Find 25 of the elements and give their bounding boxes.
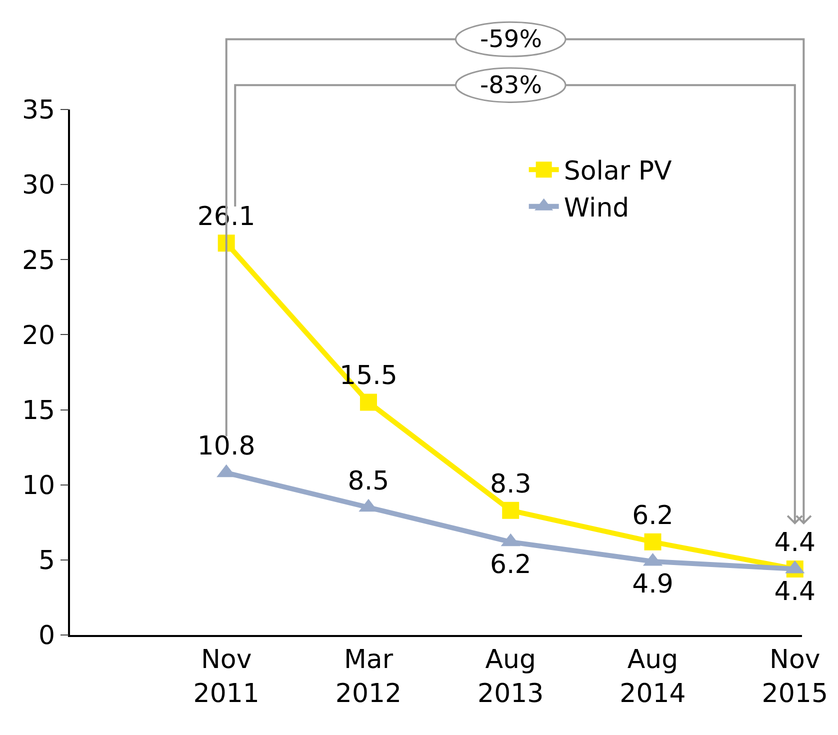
legend-label: Wind	[564, 194, 630, 224]
text: -59%	[480, 25, 542, 53]
y-tick-label: 20	[22, 320, 56, 351]
data-label: 10.8	[197, 432, 256, 462]
data-label: 4.9	[632, 570, 674, 600]
data-label: 6.2	[490, 550, 532, 580]
y-tick-label: 30	[22, 170, 56, 201]
data-label: 8.3	[490, 469, 532, 500]
data-label: 6.2	[632, 500, 674, 531]
data-label: 4.4	[774, 577, 816, 608]
x-tick-label: Aug 2014	[620, 644, 686, 709]
text: -83%	[480, 71, 542, 99]
x-tick-label: Nov 2015	[762, 644, 828, 709]
y-tick-label: 5	[38, 546, 56, 576]
y-tick-label: 25	[22, 246, 56, 276]
x-tick-label: Aug 2013	[478, 644, 544, 709]
y-tick-label: 15	[22, 396, 56, 426]
data-label: 4.4	[774, 528, 816, 558]
y-tick-label: 0	[38, 621, 56, 652]
y-tick-label: 35	[22, 96, 56, 126]
x-tick-label: Mar 2012	[335, 644, 402, 709]
legend-label: Solar PV	[564, 156, 672, 187]
data-label: 8.5	[348, 466, 390, 496]
x-tick-label: Nov 2011	[193, 644, 260, 709]
y-tick-label: 10	[22, 470, 56, 501]
